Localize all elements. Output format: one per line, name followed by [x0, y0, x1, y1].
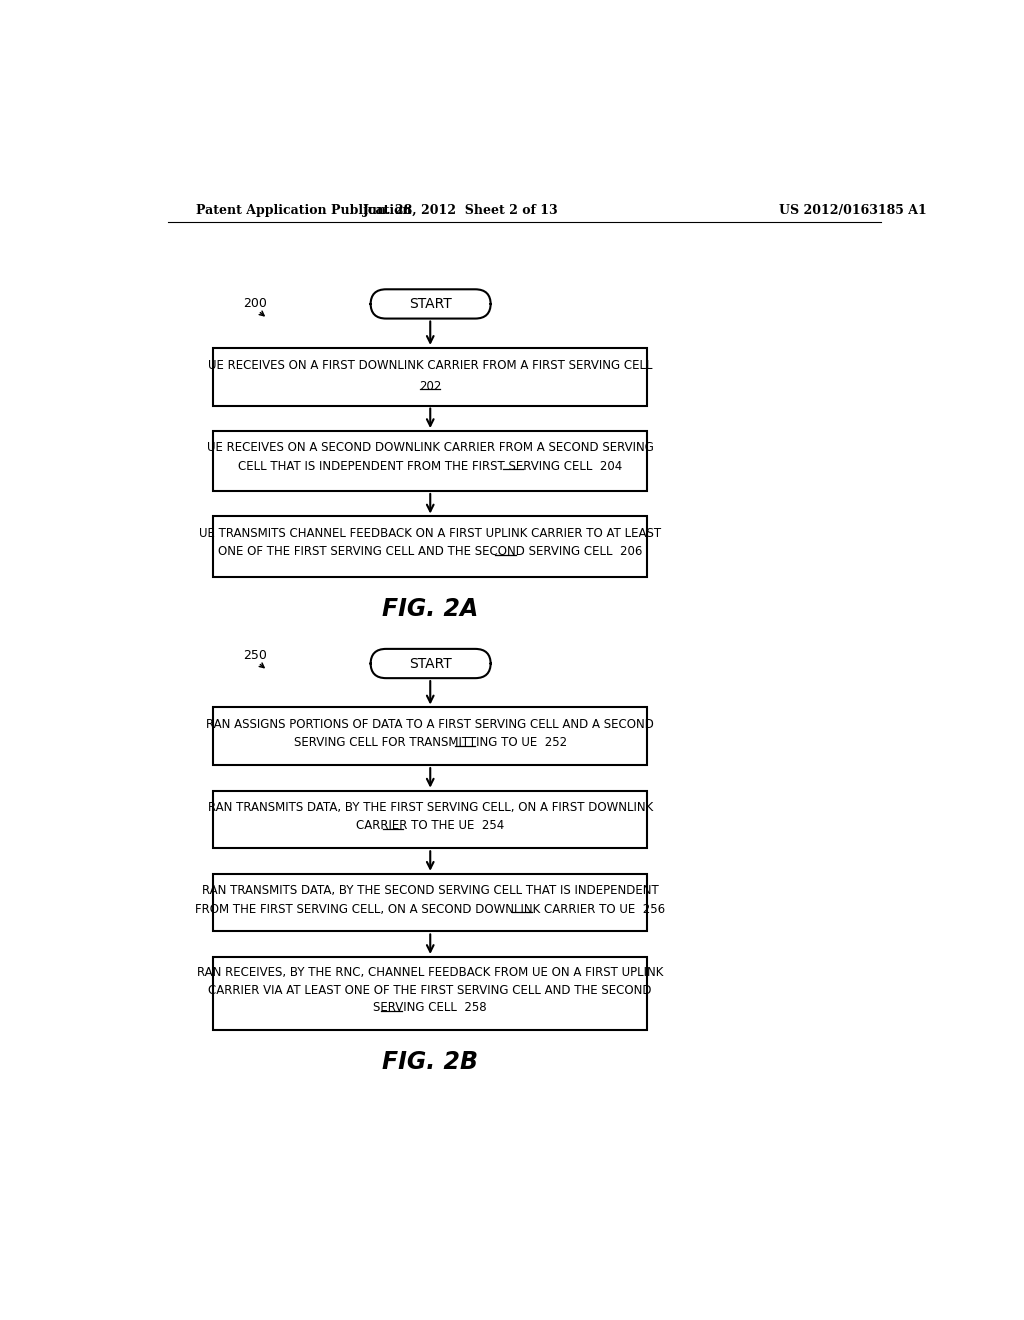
Text: RAN ASSIGNS PORTIONS OF DATA TO A FIRST SERVING CELL AND A SECOND: RAN ASSIGNS PORTIONS OF DATA TO A FIRST … — [206, 718, 654, 731]
Text: RAN TRANSMITS DATA, BY THE FIRST SERVING CELL, ON A FIRST DOWNLINK: RAN TRANSMITS DATA, BY THE FIRST SERVING… — [208, 801, 653, 814]
Bar — [213, 874, 647, 932]
Text: START: START — [409, 297, 452, 312]
Bar — [213, 957, 647, 1030]
Text: SERVING CELL  258: SERVING CELL 258 — [374, 1001, 487, 1014]
Text: START: START — [409, 656, 452, 671]
Text: US 2012/0163185 A1: US 2012/0163185 A1 — [779, 205, 927, 218]
Text: UE RECEIVES ON A FIRST DOWNLINK CARRIER FROM A FIRST SERVING CELL: UE RECEIVES ON A FIRST DOWNLINK CARRIER … — [208, 359, 652, 372]
Text: ONE OF THE FIRST SERVING CELL AND THE SECOND SERVING CELL  206: ONE OF THE FIRST SERVING CELL AND THE SE… — [218, 545, 642, 558]
Text: SERVING CELL FOR TRANSMITTING TO UE  252: SERVING CELL FOR TRANSMITTING TO UE 252 — [294, 737, 567, 750]
Text: 202: 202 — [419, 380, 441, 393]
Bar — [213, 432, 647, 491]
Bar — [213, 516, 647, 577]
Text: RAN RECEIVES, BY THE RNC, CHANNEL FEEDBACK FROM UE ON A FIRST UPLINK: RAN RECEIVES, BY THE RNC, CHANNEL FEEDBA… — [197, 966, 664, 979]
Text: CELL THAT IS INDEPENDENT FROM THE FIRST SERVING CELL  204: CELL THAT IS INDEPENDENT FROM THE FIRST … — [239, 459, 623, 473]
Bar — [213, 791, 647, 849]
Text: FIG. 2B: FIG. 2B — [382, 1051, 478, 1074]
FancyBboxPatch shape — [371, 649, 490, 678]
Bar — [213, 348, 647, 405]
Bar — [213, 708, 647, 766]
Text: FIG. 2A: FIG. 2A — [382, 597, 478, 620]
Text: UE TRANSMITS CHANNEL FEEDBACK ON A FIRST UPLINK CARRIER TO AT LEAST: UE TRANSMITS CHANNEL FEEDBACK ON A FIRST… — [200, 527, 662, 540]
FancyBboxPatch shape — [371, 289, 490, 318]
Text: CARRIER VIA AT LEAST ONE OF THE FIRST SERVING CELL AND THE SECOND: CARRIER VIA AT LEAST ONE OF THE FIRST SE… — [209, 983, 652, 997]
Text: FROM THE FIRST SERVING CELL, ON A SECOND DOWNLINK CARRIER TO UE  256: FROM THE FIRST SERVING CELL, ON A SECOND… — [196, 903, 666, 916]
Text: 200: 200 — [243, 297, 266, 310]
Text: Jun. 28, 2012  Sheet 2 of 13: Jun. 28, 2012 Sheet 2 of 13 — [364, 205, 559, 218]
Text: 250: 250 — [243, 648, 266, 661]
Text: CARRIER TO THE UE  254: CARRIER TO THE UE 254 — [356, 820, 505, 833]
Text: RAN TRANSMITS DATA, BY THE SECOND SERVING CELL THAT IS INDEPENDENT: RAN TRANSMITS DATA, BY THE SECOND SERVIN… — [202, 884, 658, 898]
Text: Patent Application Publication: Patent Application Publication — [197, 205, 412, 218]
Text: UE RECEIVES ON A SECOND DOWNLINK CARRIER FROM A SECOND SERVING: UE RECEIVES ON A SECOND DOWNLINK CARRIER… — [207, 441, 653, 454]
